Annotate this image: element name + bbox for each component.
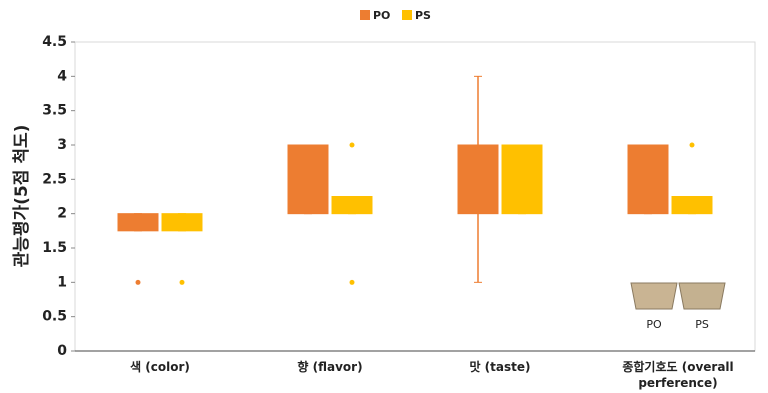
y-tick-label: 2.5 (42, 171, 67, 187)
legend-label: PO (373, 9, 390, 22)
outlier (689, 142, 695, 148)
y-tick-label: 0.5 (42, 309, 67, 325)
outlier (135, 279, 141, 285)
box (161, 213, 203, 232)
legend-swatch (360, 10, 370, 20)
y-axis-label: 관능평가(5점 척도) (12, 125, 32, 268)
y-tick-label: 1 (57, 274, 67, 290)
legend-swatch (402, 10, 412, 20)
box (287, 144, 329, 215)
cup-ps (678, 282, 726, 310)
x-tick-label: 맛 (taste) (469, 360, 531, 374)
y-tick-label: 1.5 (42, 240, 67, 256)
y-tick-label: 2 (57, 206, 67, 222)
outlier (179, 279, 185, 285)
outlier (349, 142, 355, 148)
y-tick-label: 3.5 (42, 103, 67, 119)
outlier (349, 279, 355, 285)
x-tick-label: 향 (flavor) (297, 360, 363, 374)
cup-po (630, 282, 678, 310)
annotation: PS (695, 318, 709, 331)
legend-label: PS (415, 9, 431, 22)
box (331, 196, 373, 215)
y-tick-label: 4.5 (42, 34, 67, 50)
box (117, 213, 159, 232)
box (457, 144, 499, 215)
y-tick-label: 3 (57, 137, 67, 153)
y-tick-label: 0 (57, 343, 67, 359)
x-tick-label: 종합기호도 (overall perference) (622, 360, 734, 390)
box (671, 196, 713, 215)
y-tick-label: 4 (57, 68, 67, 84)
annotation: PO (646, 318, 662, 331)
cups (630, 282, 726, 310)
x-tick-label: 색 (color) (130, 360, 190, 374)
box (501, 144, 543, 215)
box (627, 144, 669, 215)
